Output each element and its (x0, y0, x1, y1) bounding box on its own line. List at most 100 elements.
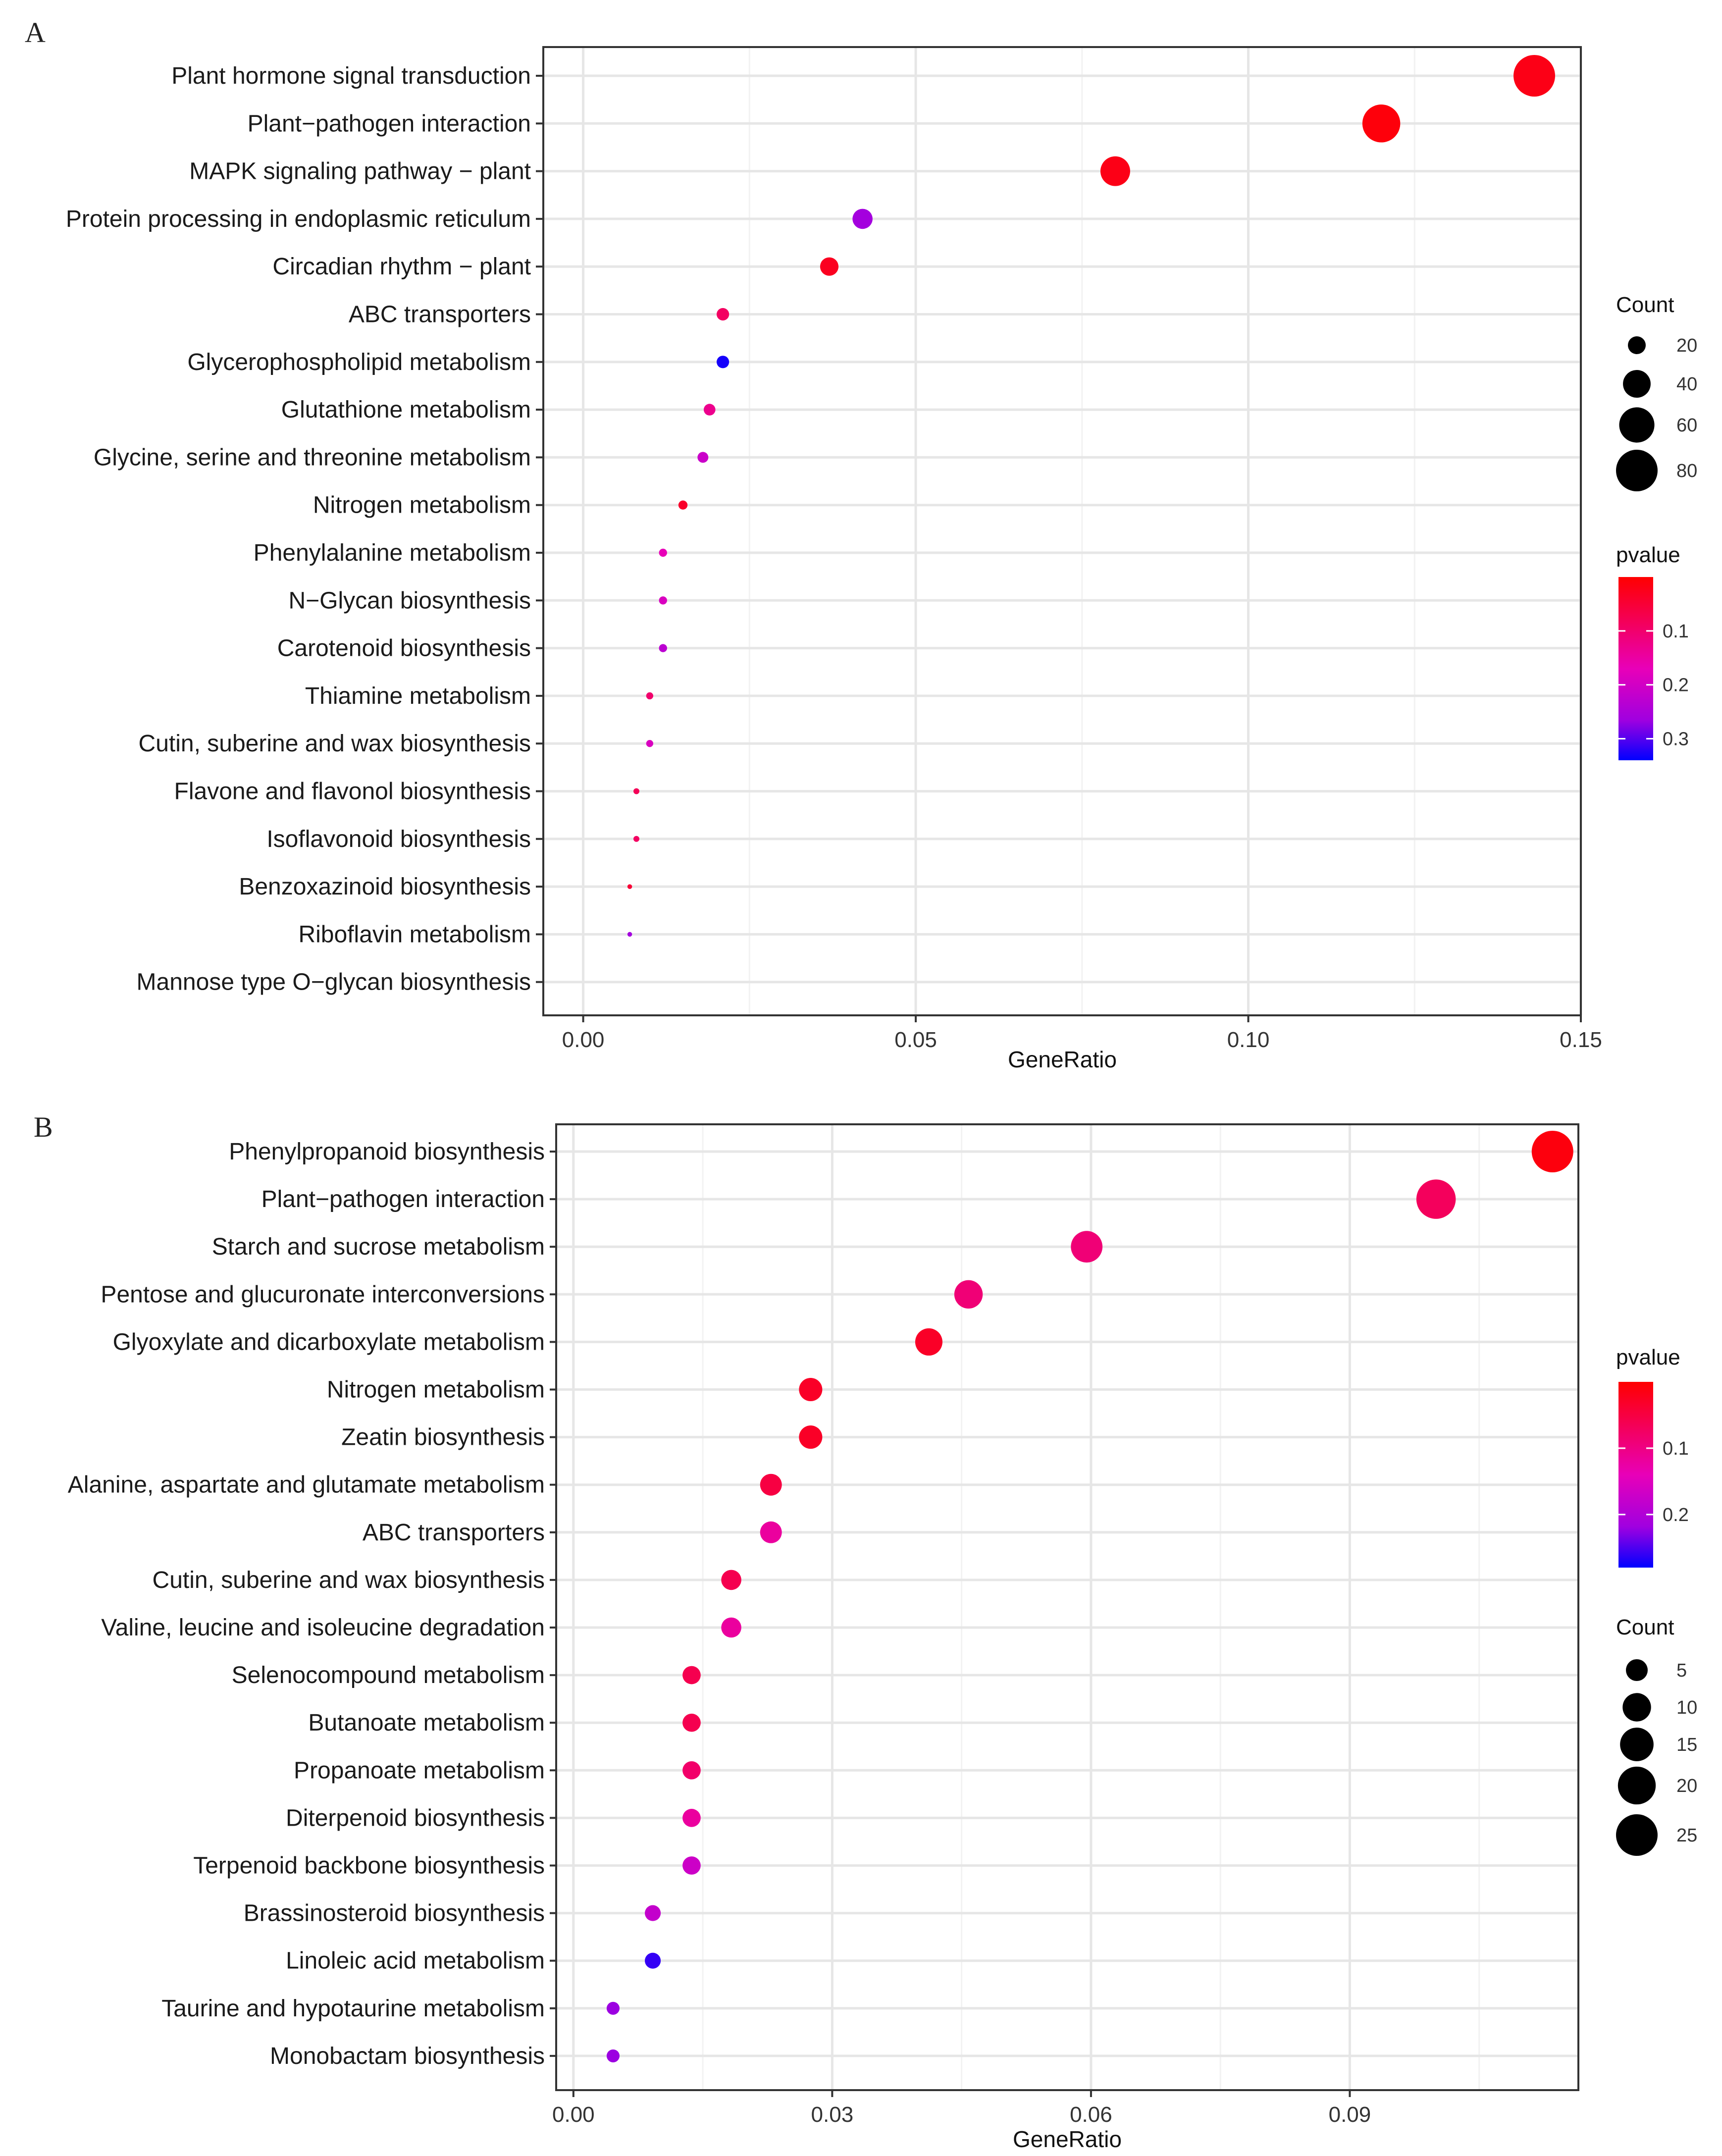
category-label: Plant−pathogen interaction (261, 1186, 545, 1212)
category-label: Thiamine metabolism (305, 683, 531, 709)
count-legend-label: 20 (1676, 1776, 1697, 1796)
data-point (703, 404, 716, 416)
count-legend-label: 60 (1676, 415, 1697, 436)
panel-a-plot-border (542, 46, 1582, 1016)
count-legend-label: 40 (1676, 374, 1697, 395)
category-label: Diterpenoid biosynthesis (286, 1805, 545, 1831)
pvalue-legend-label: 0.2 (1663, 675, 1689, 696)
data-point (1416, 1179, 1456, 1219)
category-label: Carotenoid biosynthesis (277, 635, 531, 662)
data-point (633, 788, 640, 794)
data-point (799, 1377, 823, 1402)
panel-b-pvalue-legend: pvalue 0.1 0.2 (1616, 1345, 1689, 1568)
panel-b-count-legend: Count 5 10 15 20 25 (1616, 1615, 1697, 1856)
data-point (659, 596, 667, 605)
category-label: Monobactam biosynthesis (270, 2043, 545, 2069)
panel-a-category-labels: Plant hormone signal transduction Plant−p… (66, 63, 543, 996)
category-label: Pentose and glucuronate interconversions (101, 1281, 545, 1308)
category-label: Glyoxylate and dicarboxylate metabolism (113, 1329, 545, 1355)
category-label: Taurine and hypotaurine metabolism (161, 1996, 545, 2022)
x-tick-label: 0.10 (1227, 1028, 1270, 1052)
category-label: Cutin, suberine and wax biosynthesis (153, 1567, 545, 1593)
category-label: Starch and sucrose metabolism (212, 1234, 545, 1260)
x-tick-label: 0.06 (1070, 2103, 1112, 2127)
data-point (682, 1761, 701, 1780)
pvalue-legend-label: 0.2 (1663, 1505, 1689, 1525)
data-point (852, 209, 873, 229)
pvalue-legend-label: 0.1 (1663, 1438, 1689, 1459)
count-legend-key (1616, 1814, 1658, 1856)
panel-b-x-axis-title: GeneRatio (1013, 2126, 1122, 2152)
data-point (820, 257, 839, 276)
category-label: Riboflavin metabolism (298, 921, 531, 947)
category-label: Phenylpropanoid biosynthesis (229, 1139, 545, 1165)
panel-a-x-axis-title: GeneRatio (1008, 1047, 1117, 1072)
category-label: Valine, leucine and isoleucine degradati… (101, 1615, 545, 1641)
category-label: Brassinosteroid biosynthesis (244, 1900, 545, 1927)
count-legend-key (1622, 1693, 1651, 1722)
data-point (1362, 105, 1401, 143)
data-point (1513, 55, 1555, 97)
category-label: N−Glycan biosynthesis (288, 587, 531, 614)
category-label: Terpenoid backbone biosynthesis (193, 1853, 545, 1879)
category-label: Benzoxazinoid biosynthesis (239, 874, 531, 900)
count-legend-label: 5 (1676, 1660, 1687, 1681)
data-point (760, 1473, 782, 1496)
data-point (717, 308, 730, 321)
panel-b-pvalue-colorbar (1618, 1382, 1653, 1568)
count-legend-key (1618, 1766, 1656, 1805)
category-label: Mannose type O−glycan biosynthesis (137, 969, 531, 996)
data-point (1071, 1231, 1103, 1263)
category-label: Cutin, suberine and wax biosynthesis (139, 731, 531, 757)
category-label: Glutathione metabolism (281, 397, 531, 423)
panel-a: A Plant hormone signal transductionPlant… (25, 16, 1697, 1072)
data-point (659, 644, 667, 652)
category-label: Plant hormone signal transduction (171, 63, 531, 89)
category-label: Propanoate metabolism (294, 1757, 545, 1784)
data-point (682, 1856, 701, 1875)
category-label: Glycine, serine and threonine metabolism (94, 444, 531, 471)
data-point (606, 2049, 620, 2062)
data-point (1100, 156, 1130, 186)
data-point (645, 1952, 661, 1969)
panel-b-x-ticks: 0.00 0.03 0.06 0.09 (552, 2090, 1371, 2127)
category-label: Nitrogen metabolism (327, 1377, 545, 1403)
data-point (606, 2001, 620, 2015)
category-label: Selenocompound metabolism (232, 1662, 545, 1688)
data-point (760, 1521, 782, 1543)
data-point (799, 1425, 823, 1449)
x-tick-label: 0.09 (1329, 2103, 1371, 2127)
data-point (646, 692, 654, 700)
panel-a-count-legend: Count 20 40 60 80 (1616, 293, 1697, 491)
panel-a-label: A (25, 16, 46, 49)
data-point (954, 1280, 983, 1309)
category-label: Glycerophospholipid metabolism (187, 349, 531, 375)
category-label: MAPK signaling pathway − plant (189, 158, 531, 185)
category-label: Alanine, aspartate and glutamate metabol… (68, 1472, 545, 1498)
data-point (721, 1570, 741, 1590)
x-tick-label: 0.03 (811, 2103, 854, 2127)
data-point (646, 740, 654, 747)
data-point (682, 1713, 701, 1732)
category-label: ABC transporters (363, 1520, 545, 1546)
data-point (1531, 1131, 1573, 1172)
panel-b-pvalue-legend-title: pvalue (1616, 1345, 1680, 1369)
data-point (627, 932, 632, 937)
data-point (633, 836, 640, 842)
count-legend-key (1628, 336, 1646, 354)
data-point (721, 1617, 741, 1638)
panel-a-pvalue-legend: pvalue 0.1 0.2 0.3 (1616, 543, 1689, 760)
data-point (645, 1905, 661, 1921)
count-legend-label: 25 (1676, 1825, 1697, 1846)
x-tick-label: 0.05 (894, 1028, 937, 1052)
data-point (627, 884, 632, 889)
pvalue-legend-label: 0.1 (1663, 621, 1689, 642)
data-point (915, 1328, 942, 1356)
category-label: Isoflavonoid biosynthesis (266, 826, 531, 852)
pvalue-legend-label: 0.3 (1663, 729, 1689, 749)
count-legend-label: 80 (1676, 461, 1697, 481)
count-legend-key (1616, 450, 1658, 491)
count-legend-key (1623, 370, 1651, 398)
panel-a-x-ticks: 0.00 0.05 0.10 0.15 (562, 1015, 1602, 1052)
